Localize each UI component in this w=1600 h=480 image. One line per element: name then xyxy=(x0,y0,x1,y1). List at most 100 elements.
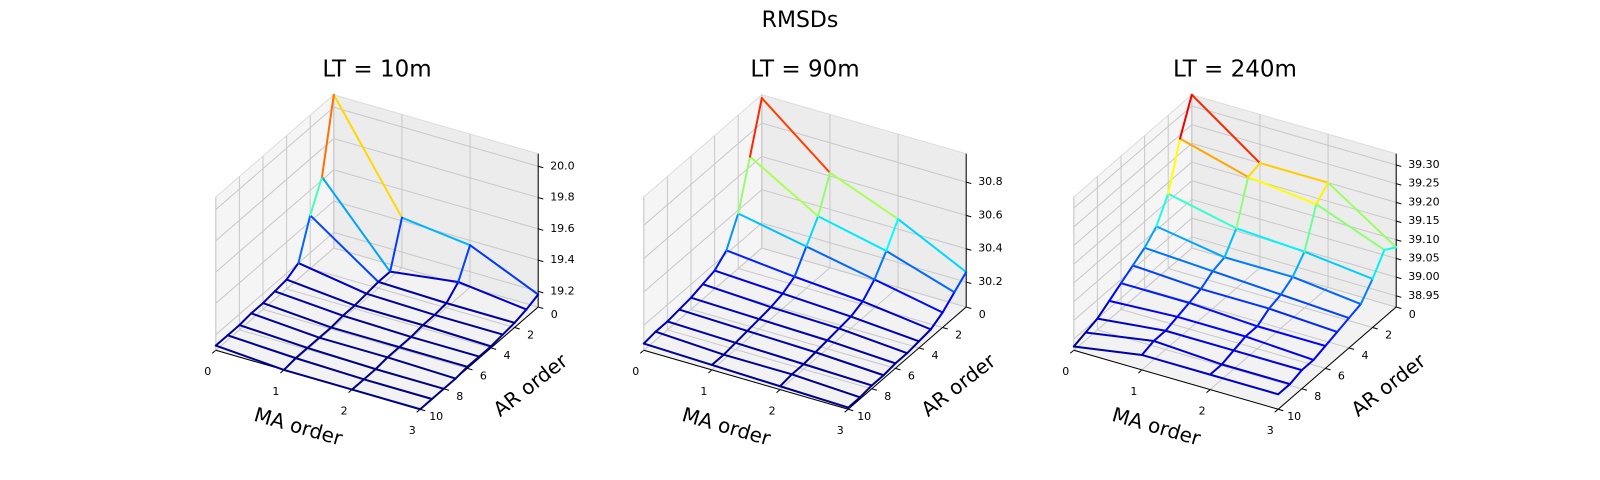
grid-line xyxy=(333,247,539,308)
tick-mark xyxy=(966,306,972,310)
tick-mark xyxy=(538,259,544,263)
y-tick-label: 4 xyxy=(503,349,510,362)
wire-segment xyxy=(722,353,793,376)
wire-segment xyxy=(701,283,772,309)
wire-segment xyxy=(1303,250,1374,280)
wire-segment xyxy=(793,275,864,303)
wire-segment xyxy=(710,353,725,366)
grid-line xyxy=(286,288,492,349)
tick-mark xyxy=(1396,306,1402,310)
tick-mark xyxy=(514,327,520,330)
wire-segment xyxy=(1131,264,1202,290)
tick-mark xyxy=(538,228,544,231)
wire-segment xyxy=(1347,303,1362,320)
grid-line xyxy=(1073,217,1193,321)
wire-segment xyxy=(781,275,796,295)
grid-line xyxy=(1073,124,1193,228)
wire-segment xyxy=(1084,317,1099,334)
wire-segment xyxy=(1143,246,1214,273)
grid-line xyxy=(333,106,539,167)
y-tick-label: 10 xyxy=(1287,410,1301,423)
wire-segment xyxy=(250,302,265,315)
tick-mark xyxy=(1069,349,1075,354)
grid-line xyxy=(1097,329,1302,390)
wire-segment xyxy=(1279,275,1294,296)
wire-segment xyxy=(666,320,737,344)
wire-segment xyxy=(353,304,424,327)
wire-segment xyxy=(1232,335,1247,352)
wire-segment xyxy=(430,387,445,401)
grid-line xyxy=(711,267,831,371)
wire-segment xyxy=(321,93,335,178)
wire-segment xyxy=(1108,299,1179,318)
wire-segment xyxy=(1188,301,1259,328)
wire-segment xyxy=(1152,339,1223,366)
wire-segment xyxy=(873,249,888,281)
subplot-title: LT = 240m xyxy=(1173,57,1297,83)
y-tick-label: 0 xyxy=(979,308,986,321)
subplot-title: LT = 10m xyxy=(322,57,431,83)
wire-segment xyxy=(1152,329,1167,342)
grid-line xyxy=(643,122,763,226)
tick-mark xyxy=(776,389,781,394)
wire-segment xyxy=(386,356,457,380)
x-axis-line xyxy=(643,349,849,410)
tick-mark xyxy=(871,388,878,391)
wire-segment xyxy=(749,97,763,158)
wire-segment xyxy=(1235,227,1306,253)
wire-segment xyxy=(309,175,324,217)
wire-segment xyxy=(362,368,377,381)
wire-segment xyxy=(849,300,864,318)
wire-segment xyxy=(1199,270,1214,290)
grid-line xyxy=(761,122,967,183)
tick-mark xyxy=(966,214,972,218)
wire-segment xyxy=(365,292,436,316)
z-tick-label: 39.25 xyxy=(1408,177,1440,190)
wire-segment xyxy=(1268,293,1282,310)
wire-segment xyxy=(1140,353,1212,376)
wire-segment xyxy=(351,388,422,411)
wire-segment xyxy=(433,313,504,336)
tick-mark xyxy=(966,181,972,185)
tick-mark xyxy=(1206,389,1211,394)
wire-segment xyxy=(849,315,920,343)
y-axis-label: AR order xyxy=(1346,348,1430,421)
wire-segment xyxy=(870,374,885,387)
grid-line xyxy=(215,247,335,351)
x-axis-label: MA order xyxy=(680,402,774,450)
wire-segment xyxy=(421,324,492,348)
grid-line xyxy=(215,138,335,242)
wire-segment xyxy=(501,321,516,336)
wire-segment xyxy=(861,300,932,331)
y-tick-label: 8 xyxy=(1314,390,1321,403)
figure-title: RMSDs xyxy=(762,8,839,33)
wire-segment xyxy=(457,280,528,311)
grid-line xyxy=(1073,180,1193,284)
tick-mark xyxy=(1396,276,1402,280)
wire-segment xyxy=(282,368,354,391)
wire-segment xyxy=(410,335,481,358)
wire-segment xyxy=(1209,373,1280,396)
wire-segment xyxy=(760,97,831,174)
y-tick-label: 6 xyxy=(908,369,915,382)
tick-mark xyxy=(1396,164,1402,167)
tick-mark xyxy=(1396,220,1402,224)
x-tick-label: 2 xyxy=(769,405,776,418)
wire-segment xyxy=(214,344,285,371)
wire-segment xyxy=(805,245,876,281)
wire-segment xyxy=(1120,282,1191,304)
z-tick-label: 39.00 xyxy=(1408,270,1440,283)
wire-segment xyxy=(1176,315,1247,338)
wire-segment xyxy=(710,363,782,388)
wire-segment xyxy=(779,385,850,409)
wire-segment xyxy=(642,330,657,345)
grid-line xyxy=(1141,267,1261,371)
grid-line xyxy=(761,155,967,216)
tick-mark xyxy=(538,165,544,169)
tick-mark xyxy=(1138,369,1143,374)
wire-segment xyxy=(654,330,725,356)
tick-mark xyxy=(1396,257,1402,261)
wire-segment xyxy=(445,302,516,324)
wire-segment xyxy=(758,306,772,321)
